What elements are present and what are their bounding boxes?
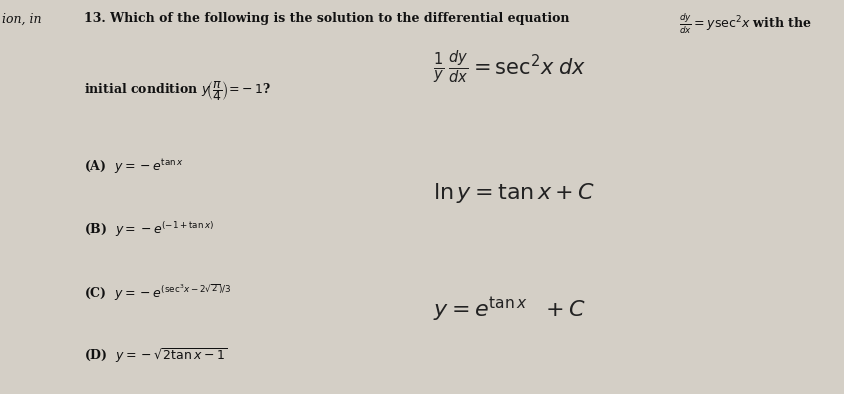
- Text: $y = e^{\tan x} \quad\!\! + C$: $y = e^{\tan x} \quad\!\! + C$: [433, 295, 586, 324]
- Text: (C)  $y = -e^{(\sec^3\!x-2\sqrt{2})/3}$: (C) $y = -e^{(\sec^3\!x-2\sqrt{2})/3}$: [84, 283, 231, 303]
- Text: ion, in: ion, in: [3, 13, 42, 26]
- Text: (B)  $y = -e^{(-1+\tan x)}$: (B) $y = -e^{(-1+\tan x)}$: [84, 221, 214, 240]
- Text: (D)  $y = -\sqrt{2\tan x - 1}$: (D) $y = -\sqrt{2\tan x - 1}$: [84, 346, 227, 365]
- Text: $\ln y = \tan x + C$: $\ln y = \tan x + C$: [433, 181, 595, 205]
- Text: (A)  $y = -e^{\tan x}$: (A) $y = -e^{\tan x}$: [84, 158, 183, 177]
- Text: 13. Which of the following is the solution to the differential equation: 13. Which of the following is the soluti…: [84, 13, 569, 26]
- Text: $\frac{dy}{dx}$$ = y\sec^2\!x$ with the: $\frac{dy}{dx}$$ = y\sec^2\!x$ with the: [678, 13, 810, 37]
- Text: initial condition $y\!\left(\dfrac{\pi}{4}\right)\!=\!-1$?: initial condition $y\!\left(\dfrac{\pi}{…: [84, 79, 271, 103]
- Text: $\frac{1}{y}\,\frac{dy}{dx} = \sec^2\!x\; dx$: $\frac{1}{y}\,\frac{dy}{dx} = \sec^2\!x\…: [433, 48, 586, 85]
